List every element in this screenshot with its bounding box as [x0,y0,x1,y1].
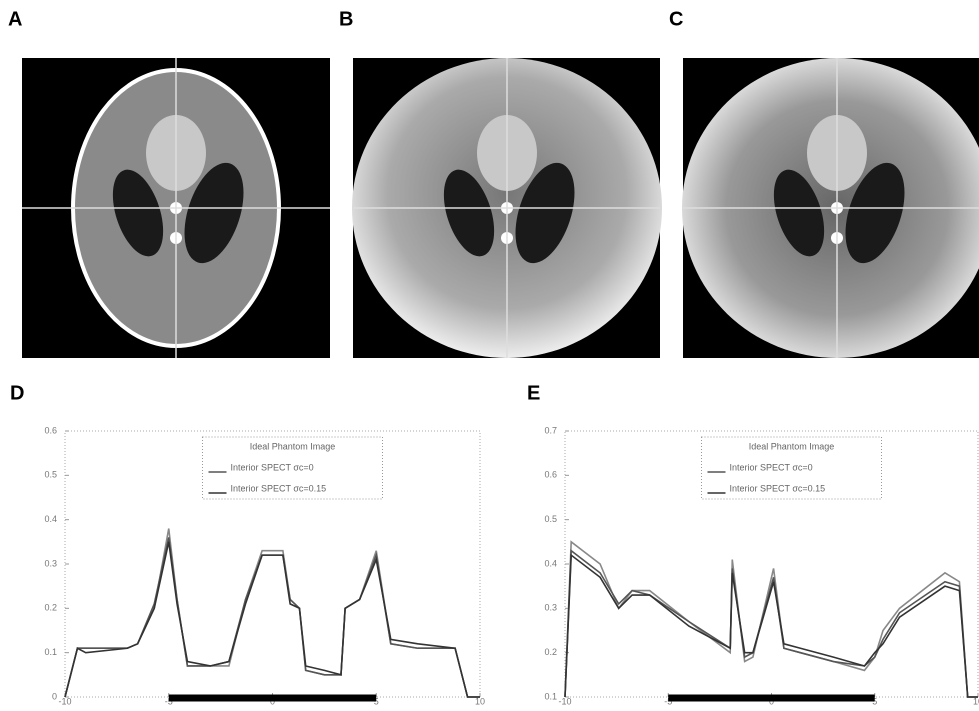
panel-label: B [339,8,353,30]
legend [701,436,882,500]
y-tick-label: 0.6 [44,425,57,435]
phantom-eye-right [515,162,575,264]
y-tick-label: 0.2 [44,603,57,613]
y-tick-label: 0.3 [544,603,557,613]
series-line [64,537,480,698]
panel-label: A [8,8,22,30]
panel-label: C [669,8,683,30]
x-tick-label: -10 [558,696,571,706]
y-tick-label: 0.1 [44,647,57,657]
legend-label: Interior SPECT σc=0 [730,462,813,472]
y-tick-label: 0.4 [544,558,557,568]
phantom-eye-right [845,162,905,264]
series-line [564,553,978,698]
y-tick-label: 0.6 [544,470,557,480]
legend-label: Interior SPECT σc=0.15 [231,483,327,493]
y-tick-label: 0.5 [44,470,57,480]
panel-label: D [10,382,24,404]
y-tick-label: 0.5 [544,514,557,524]
x-tick-label: 10 [475,696,485,706]
y-tick-label: 0.1 [544,691,557,701]
x-tick-label: 10 [973,696,979,706]
phantom-eye-right [184,162,244,264]
phantom-eye-left [773,169,825,257]
panel-label: E [527,382,540,404]
y-tick-label: 0.7 [544,425,557,435]
legend-label: Ideal Phantom Image [749,441,835,451]
legend-label: Interior SPECT σc=0 [231,462,314,472]
y-tick-label: 0.3 [44,558,57,568]
legend-label: Interior SPECT σc=0.15 [730,483,826,493]
phantom-eye-left [112,169,164,257]
legend-label: Ideal Phantom Image [250,441,336,451]
series-line [64,541,480,698]
y-tick-label: 0.4 [44,514,57,524]
y-tick-label: 0.2 [544,647,557,657]
legend [202,436,383,500]
x-tick-label: -10 [58,696,71,706]
phantom-eye-left [443,169,495,257]
y-tick-label: 0 [52,691,57,701]
series-line [564,549,978,698]
series-line [64,528,480,698]
series-line [564,540,978,698]
